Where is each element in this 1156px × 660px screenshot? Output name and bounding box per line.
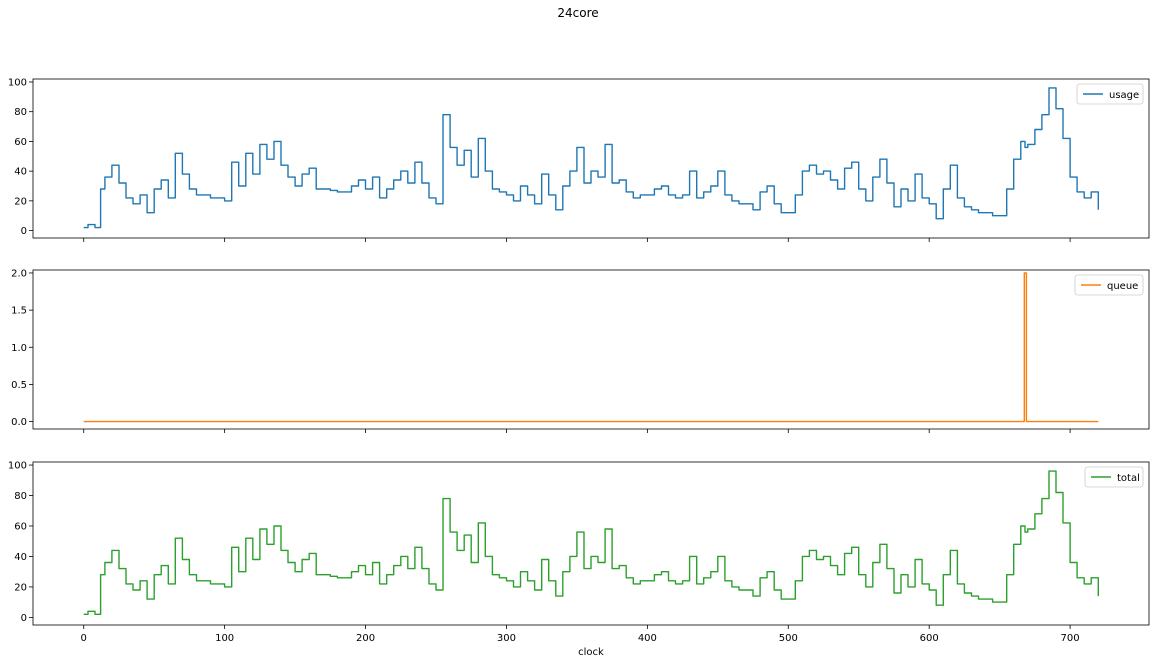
- legend-label: queue: [1107, 281, 1138, 292]
- subplot-total: 0 20 40 60 80 100 0 100 200 300 400 500 600 700 clock t…: [8, 461, 1150, 658]
- series-line-total: [83, 470, 1099, 615]
- y-tick-label: 0: [21, 226, 27, 237]
- y-tick-label: 0: [21, 613, 27, 624]
- plot-frame: [32, 78, 1150, 239]
- legend-box: [1084, 466, 1144, 488]
- subplot-queue: 0.0 0.5 1.0 1.5 2.0 queue: [11, 268, 1150, 433]
- figure-title: 24core: [557, 6, 598, 20]
- y-tick-label: 1.5: [11, 306, 27, 317]
- y-tick-label: 0.0: [11, 417, 27, 428]
- subplot-usage: 0 20 40 60 80 100 usage: [8, 77, 1150, 242]
- legend-label: usage: [1109, 90, 1139, 101]
- x-tick-label: 600: [920, 633, 939, 644]
- x-tick-label: 300: [497, 633, 516, 644]
- legend-box: [1076, 83, 1144, 105]
- plot-frame: [32, 269, 1150, 430]
- plot-frame: [32, 461, 1150, 626]
- y-tick-label: 60: [14, 137, 27, 148]
- y-tick-label: 0.5: [11, 380, 27, 391]
- y-tick-label: 100: [8, 461, 27, 472]
- y-tick-label: 100: [8, 77, 27, 88]
- x-tick-label: 0: [81, 633, 87, 644]
- x-tick-label: 500: [779, 633, 798, 644]
- y-tick-label: 40: [14, 167, 27, 178]
- legend-label: total: [1117, 473, 1140, 484]
- x-tick-label: 400: [638, 633, 657, 644]
- x-axis-label: clock: [578, 647, 604, 658]
- x-tick-label: 700: [1061, 633, 1080, 644]
- x-tick-label: 100: [215, 633, 234, 644]
- series-line-queue: [83, 272, 1099, 423]
- y-tick-label: 1.0: [11, 343, 27, 354]
- y-tick-label: 80: [14, 107, 27, 118]
- x-tick-label: 200: [356, 633, 375, 644]
- y-tick-label: 40: [14, 552, 27, 563]
- series-line-usage: [83, 87, 1099, 229]
- y-tick-label: 20: [14, 582, 27, 593]
- y-tick-label: 60: [14, 521, 27, 532]
- y-tick-label: 20: [14, 196, 27, 207]
- legend-box: [1074, 274, 1144, 296]
- y-tick-label: 80: [14, 491, 27, 502]
- y-tick-label: 2.0: [11, 268, 27, 279]
